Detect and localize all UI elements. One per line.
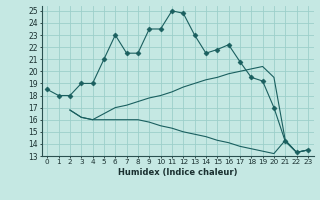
X-axis label: Humidex (Indice chaleur): Humidex (Indice chaleur) xyxy=(118,168,237,177)
